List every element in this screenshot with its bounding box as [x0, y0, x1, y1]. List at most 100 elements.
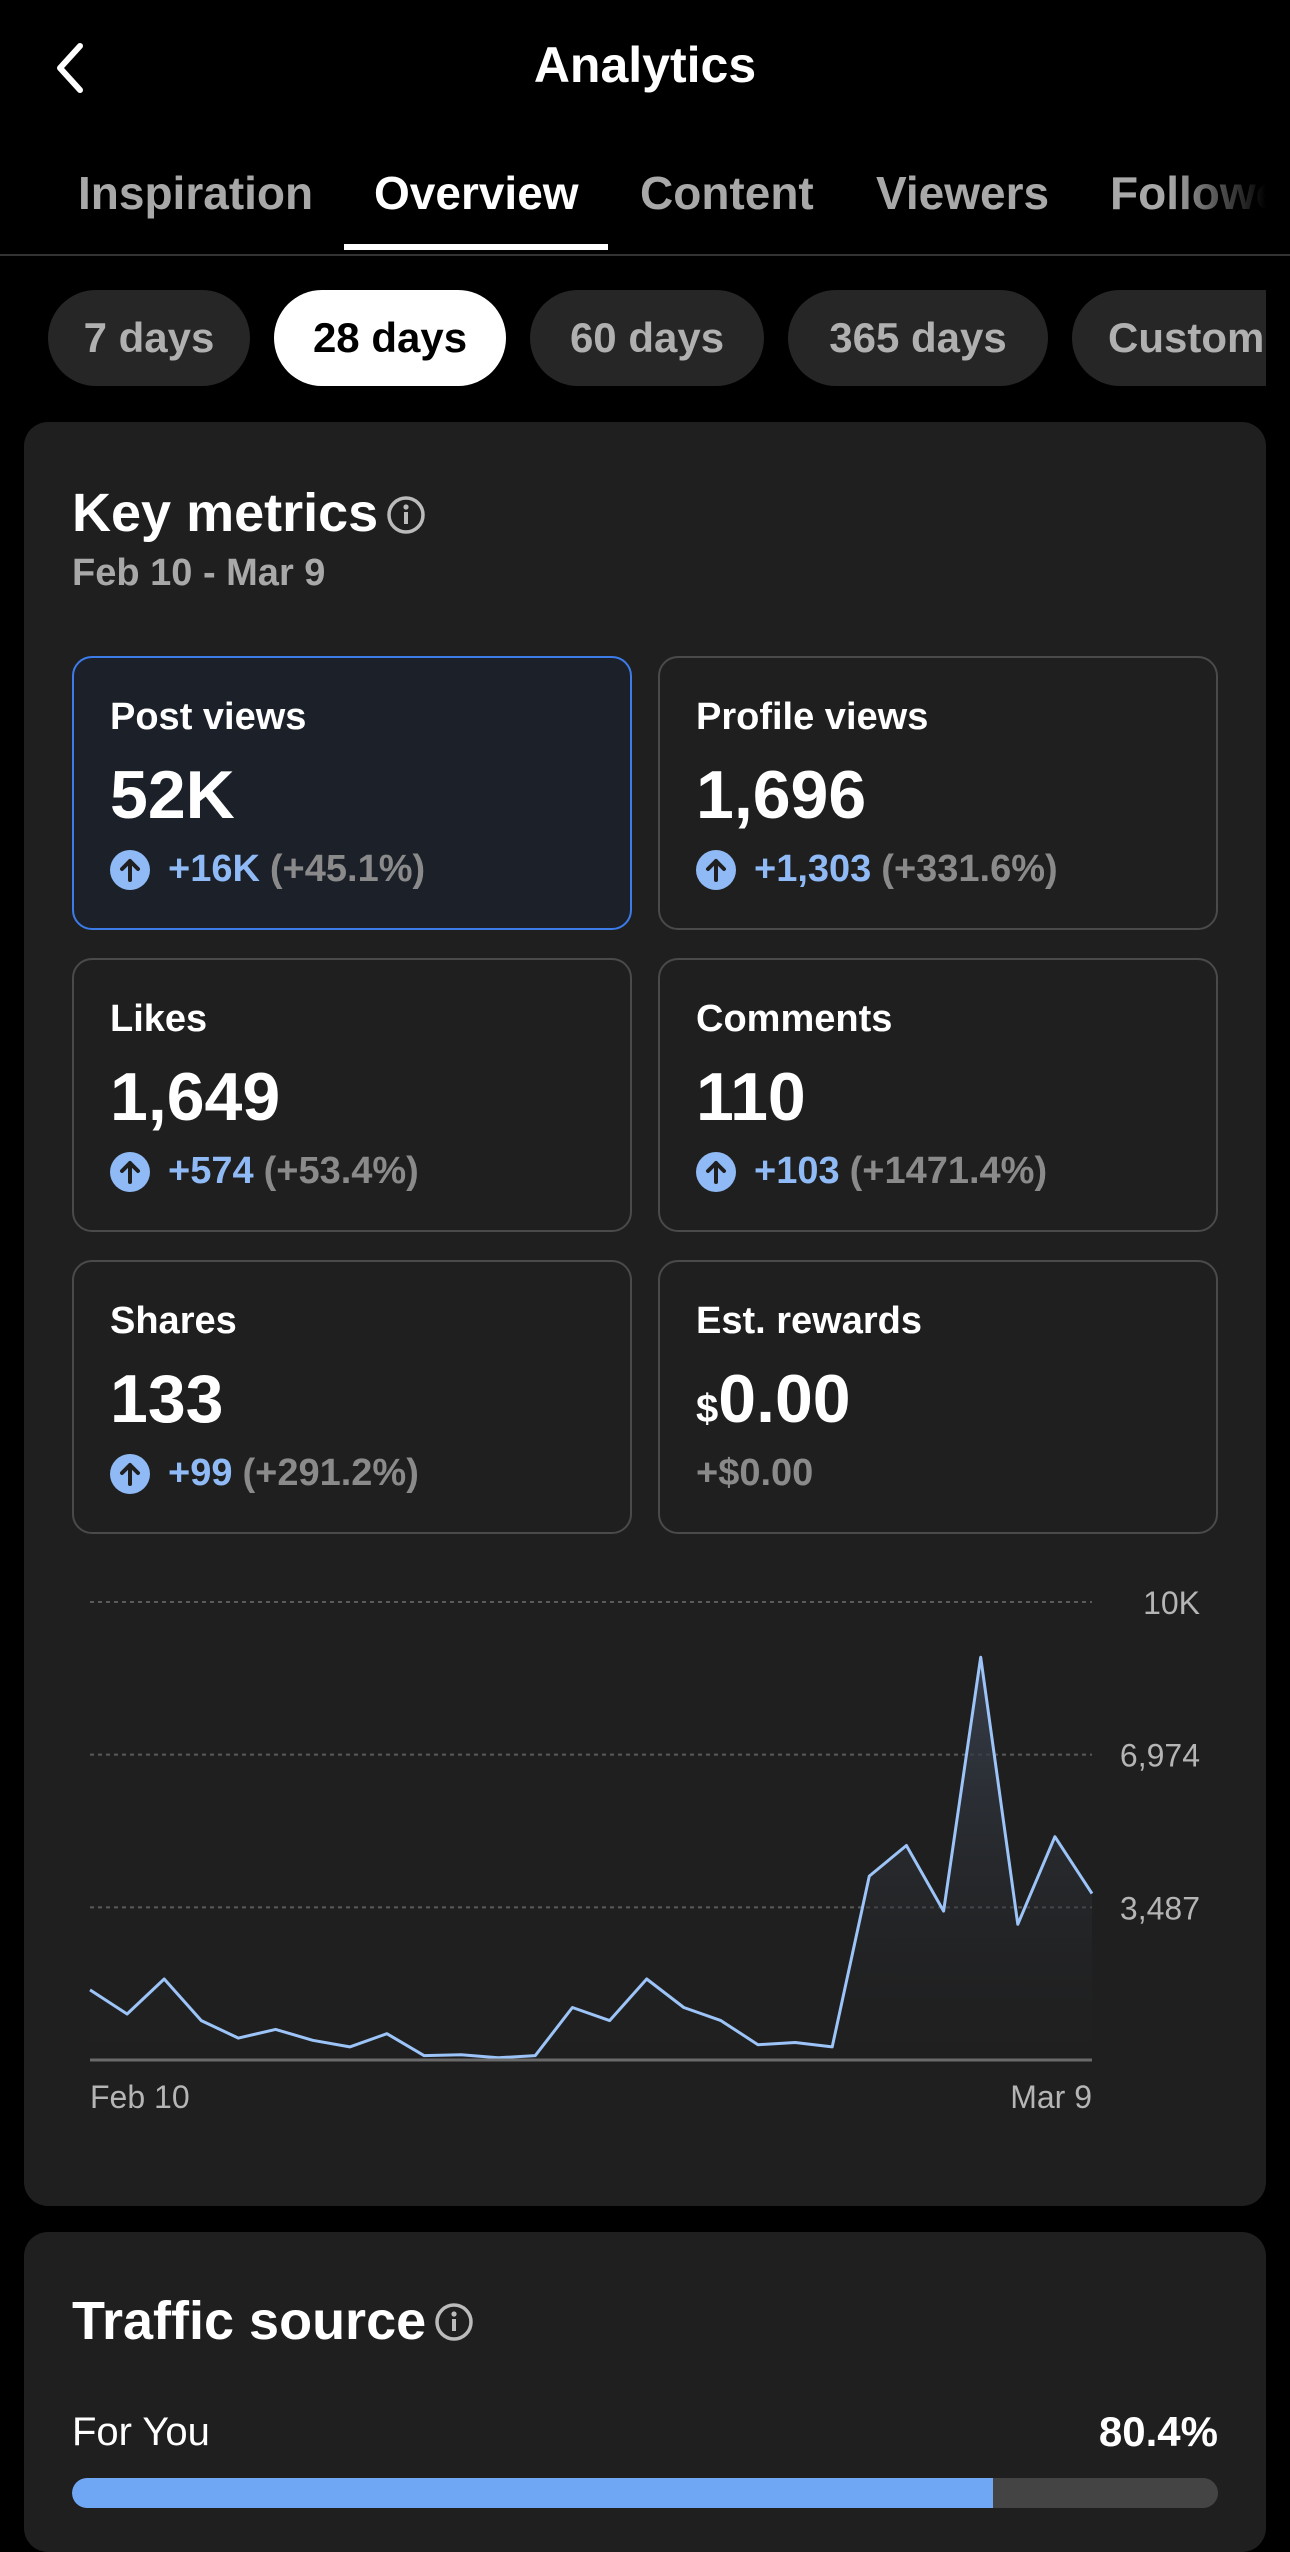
chart-point[interactable]: [715, 2015, 727, 2027]
chart-point[interactable]: [938, 1905, 950, 1917]
chart-point[interactable]: [270, 2023, 282, 2035]
chart-point[interactable]: [826, 2041, 838, 2053]
active-tab-indicator: [344, 244, 608, 250]
metric-card-likes[interactable]: Likes 1,649 +574 (+53.4%): [72, 958, 632, 1232]
chart-point[interactable]: [604, 2015, 616, 2027]
metric-card-profile-views[interactable]: Profile views 1,696 +1,303 (+331.6%): [658, 656, 1218, 930]
metric-value: 52K: [110, 757, 235, 833]
metric-label: Likes: [110, 998, 208, 1040]
metric-change: +1,303 (+331.6%): [696, 848, 1058, 891]
traffic-source-card: Traffic source For You 80.4%: [24, 2232, 1266, 2552]
chart-point[interactable]: [678, 2001, 690, 2013]
traffic-source-label: For You: [72, 2410, 210, 2454]
arrow-up-circle-icon: [696, 1151, 736, 1192]
metric-card-comments[interactable]: Comments 110 +103 (+1471.4%): [658, 958, 1218, 1232]
metric-change-value: +16K: [168, 848, 260, 890]
chart-point[interactable]: [863, 1870, 875, 1882]
chart-point[interactable]: [566, 2001, 578, 2013]
y-tick-label: 3,487: [1120, 1890, 1200, 1926]
metric-change-value: +99: [168, 1452, 233, 1494]
tab-inspiration[interactable]: Inspiration: [78, 167, 314, 219]
metric-change-value: +1,303: [754, 848, 872, 890]
chart-point[interactable]: [492, 2052, 504, 2064]
arrow-up-circle-icon: [110, 1151, 150, 1192]
metric-label: Shares: [110, 1300, 237, 1342]
post-views-chart: 10K 6,974 3,487 Feb 10 Mar 9: [84, 1585, 1200, 2115]
metric-change: +99 (+291.2%): [110, 1452, 419, 1495]
metric-value: 133: [110, 1361, 224, 1437]
metric-change-percent: (+45.1%): [269, 848, 426, 890]
traffic-source-bar: [72, 2478, 1218, 2508]
chart-point[interactable]: [789, 2036, 801, 2048]
metric-change-value: +574: [168, 1150, 254, 1192]
range-chip-365-days[interactable]: 365 days: [788, 290, 1048, 386]
metric-value: $0.00: [696, 1360, 851, 1438]
chart-series-line: [89, 1655, 1094, 2060]
tab-viewers[interactable]: Viewers: [876, 167, 1050, 219]
chart-point[interactable]: [752, 2039, 764, 2051]
metric-change-value: +103: [754, 1150, 840, 1192]
metric-value-amount: 0.00: [718, 1361, 851, 1437]
chart-area: [90, 1657, 1092, 2060]
metric-value: 1,649: [110, 1059, 281, 1135]
info-icon[interactable]: [434, 2302, 474, 2342]
chart-point[interactable]: [641, 1973, 653, 1985]
chart-point[interactable]: [307, 2034, 319, 2046]
range-chip-7-days[interactable]: 7 days: [48, 290, 250, 386]
key-metrics-title: Key metrics: [72, 483, 379, 543]
tab-bar: Inspiration Overview Content Viewers Fol…: [0, 150, 1290, 256]
tab-overview[interactable]: Overview: [374, 167, 579, 219]
metric-card-shares[interactable]: Shares 133 +99 (+291.2%): [72, 1260, 632, 1534]
arrow-up-circle-icon: [110, 1453, 150, 1494]
range-chip-60-days[interactable]: 60 days: [530, 290, 764, 386]
chart-point[interactable]: [195, 2015, 207, 2027]
currency-symbol: $: [696, 1387, 719, 1431]
chart-point[interactable]: [1049, 1831, 1061, 1843]
back-button[interactable]: [40, 28, 100, 108]
chart-point[interactable]: [84, 1984, 96, 1996]
chart-point[interactable]: [381, 2028, 393, 2040]
x-tick-label: Mar 9: [1010, 2079, 1092, 2115]
metric-card-est-rewards[interactable]: Est. rewards $0.00 +$0.00: [658, 1260, 1218, 1534]
metric-change: +103 (+1471.4%): [696, 1150, 1047, 1193]
key-metrics-card: Key metrics Feb 10 - Mar 9 Post views 52…: [24, 422, 1266, 2206]
range-chip-28-days[interactable]: 28 days: [274, 290, 506, 386]
chart-point[interactable]: [1012, 1918, 1024, 1930]
chart-point[interactable]: [975, 1651, 987, 1663]
arrow-up-circle-icon: [696, 849, 736, 890]
metric-change-percent: (+1471.4%): [849, 1150, 1048, 1192]
metric-card-post-views[interactable]: Post views 52K +16K (+45.1%): [72, 656, 632, 930]
chart-point[interactable]: [344, 2041, 356, 2053]
range-chip-custom[interactable]: Custom: [1072, 290, 1290, 386]
traffic-source-title: Traffic source: [72, 2291, 427, 2351]
metric-change: +574 (+53.4%): [110, 1150, 419, 1193]
metric-change: +$0.00: [696, 1452, 814, 1494]
chart-point[interactable]: [1086, 1888, 1098, 1900]
metric-change: +16K (+45.1%): [110, 848, 425, 891]
y-tick-label: 6,974: [1120, 1738, 1200, 1774]
metric-change-percent: (+331.6%): [881, 848, 1058, 890]
chart-point[interactable]: [900, 1839, 912, 1851]
traffic-source-bar-fill: [72, 2478, 994, 2508]
arrow-up-circle-icon: [110, 849, 150, 890]
page-title: Analytics: [533, 37, 757, 93]
metric-label: Comments: [696, 998, 893, 1040]
metric-value: 1,696: [696, 757, 867, 833]
chevron-left-icon: [57, 43, 83, 93]
metric-change-percent: (+291.2%): [242, 1452, 419, 1494]
chips-edge: [1266, 280, 1290, 396]
info-icon[interactable]: [386, 495, 426, 535]
metric-label: Post views: [110, 696, 307, 738]
chart-point[interactable]: [121, 2008, 133, 2020]
chart-point[interactable]: [232, 2032, 244, 2044]
metric-change-percent: (+53.4%): [263, 1150, 419, 1192]
traffic-source-percent: 80.4%: [1098, 2408, 1218, 2455]
metric-label: Profile views: [696, 696, 929, 738]
chart-point[interactable]: [158, 1973, 170, 1985]
x-tick-label: Feb 10: [90, 2079, 190, 2115]
metric-value: 110: [696, 1059, 806, 1135]
tab-content[interactable]: Content: [640, 167, 814, 219]
header: Analytics: [0, 0, 1290, 135]
date-range: Feb 10 - Mar 9: [72, 552, 326, 594]
y-tick-label: 10K: [1143, 1585, 1200, 1621]
